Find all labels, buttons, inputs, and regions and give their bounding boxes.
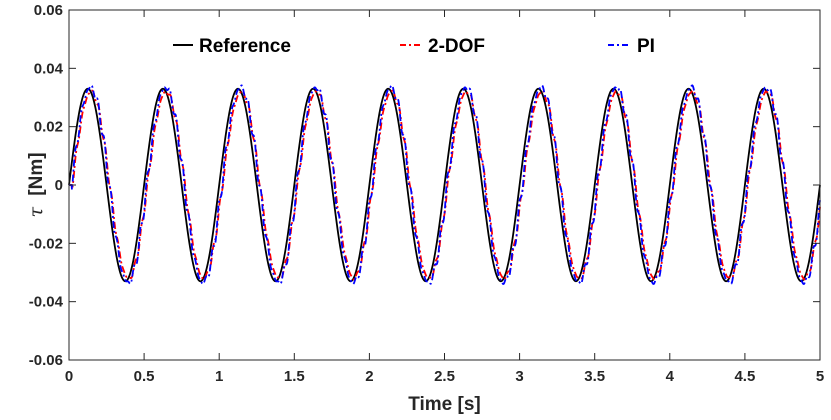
legend-label-pi: PI [637,36,655,57]
x-tick-label: 1 [215,368,223,385]
y-axis-unit: [Nm] [26,152,47,195]
x-tick-label: 3.5 [584,368,605,385]
y-tick-label: 0 [55,177,63,194]
x-tick-label: 5 [816,368,824,385]
y-tick-label: 0.04 [34,60,64,77]
series-line-2dof [69,89,821,281]
x-tick-label: 4 [666,368,675,385]
y-axis-ticks: -0.06 -0.04 -0.02 0 0.02 0.04 0.06 [29,2,820,369]
y-axis-title: τ [Nm] [25,152,47,217]
x-tick-label: 3 [515,368,523,385]
legend-item-pi: PI [608,36,655,57]
svg-text:τ [Nm]: τ [Nm] [25,152,47,217]
x-axis-ticks: 0 0.5 1 1.5 2 2.5 3 3.5 4 4.5 5 [65,10,824,385]
series-line-pi [69,84,821,285]
y-tick-label: -0.02 [29,235,63,252]
legend: Reference 2-DOF PI [173,36,655,57]
x-tick-label: 1.5 [284,368,305,385]
x-tick-label: 2 [365,368,373,385]
series-layer [68,84,821,285]
legend-item-2dof: 2-DOF [400,36,485,57]
y-tick-label: 0.06 [34,2,63,19]
legend-label-2dof: 2-DOF [428,36,485,57]
x-tick-label: 0 [65,368,73,385]
x-axis-title: Time [s] [408,394,481,415]
y-axis-symbol: τ [25,207,47,218]
y-tick-label: 0.02 [34,119,63,136]
x-tick-label: 2.5 [434,368,455,385]
legend-label-reference: Reference [199,36,291,57]
x-tick-label: 4.5 [734,368,755,385]
series-line-reference [68,87,821,283]
x-tick-label: 0.5 [134,368,155,385]
y-tick-label: -0.06 [29,352,63,369]
legend-item-reference: Reference [173,36,291,57]
y-tick-label: -0.04 [29,294,64,311]
